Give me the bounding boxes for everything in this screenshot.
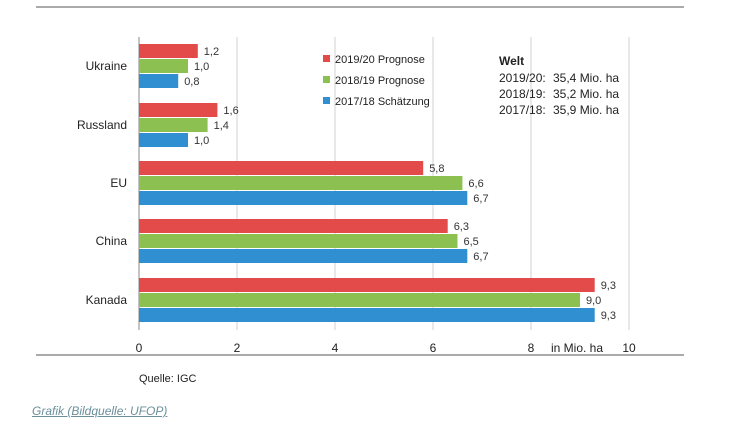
bar [139, 219, 448, 233]
x-tick-label: 2 [234, 341, 241, 355]
bar [139, 44, 198, 58]
data-label: 1,2 [204, 46, 219, 58]
welt-row-label: 2019/20: [499, 71, 546, 85]
bar [139, 278, 595, 292]
x-tick-label: 6 [430, 341, 437, 355]
bar [139, 118, 208, 132]
welt-title: Welt [499, 54, 524, 68]
legend-label: 2017/18 Schätzung [335, 96, 430, 108]
source-note: Quelle: IGC [139, 373, 197, 385]
data-label: 1,0 [194, 135, 209, 147]
legend-swatch [323, 76, 330, 83]
welt-row-value: 35,2 Mio. ha [553, 87, 619, 101]
bar [139, 176, 463, 190]
bar-chart: 1,21,00,81,61,41,05,86,66,76,36,56,79,39… [36, 6, 684, 385]
data-label: 6,7 [473, 251, 488, 263]
x-tick-label: 8 [528, 341, 535, 355]
category-label: Russland [77, 118, 127, 132]
legend-label: 2019/20 Prognose [335, 54, 425, 66]
bar [139, 191, 468, 205]
bar [139, 234, 458, 248]
category-label: China [96, 234, 128, 248]
bar [139, 103, 218, 117]
x-tick-label: 4 [332, 341, 339, 355]
x-tick-label: 0 [136, 341, 143, 355]
data-label: 6,7 [473, 193, 488, 205]
bar [139, 293, 580, 307]
data-label: 6,6 [468, 178, 483, 190]
data-label: 6,5 [464, 236, 479, 248]
bar [139, 308, 595, 322]
data-label: 1,0 [194, 61, 209, 73]
data-label: 9,3 [601, 310, 616, 322]
welt-row-label: 2017/18: [499, 103, 546, 117]
category-label: Ukraine [86, 59, 128, 73]
bar [139, 74, 179, 88]
bar [139, 161, 424, 175]
x-axis-label: in Mio. ha [551, 341, 603, 355]
x-tick-label: 10 [622, 341, 636, 355]
bar [139, 249, 468, 263]
bar [139, 59, 188, 73]
data-label: 9,0 [586, 295, 601, 307]
data-label: 1,6 [223, 105, 238, 117]
category-label: EU [110, 176, 127, 190]
welt-row-label: 2018/19: [499, 87, 546, 101]
legend-swatch [323, 97, 330, 104]
welt-row-value: 35,9 Mio. ha [553, 103, 619, 117]
data-label: 9,3 [601, 280, 616, 292]
data-label: 0,8 [184, 76, 199, 88]
bar [139, 133, 188, 147]
data-label: 6,3 [454, 221, 469, 233]
welt-row-value: 35,4 Mio. ha [553, 71, 619, 85]
data-label: 1,4 [214, 120, 229, 132]
image-credit-link[interactable]: Grafik (Bildquelle: UFOP) [32, 404, 168, 418]
data-label: 5,8 [429, 163, 444, 175]
category-label: Kanada [86, 293, 128, 307]
legend-swatch [323, 55, 330, 62]
legend-label: 2018/19 Prognose [335, 75, 425, 87]
